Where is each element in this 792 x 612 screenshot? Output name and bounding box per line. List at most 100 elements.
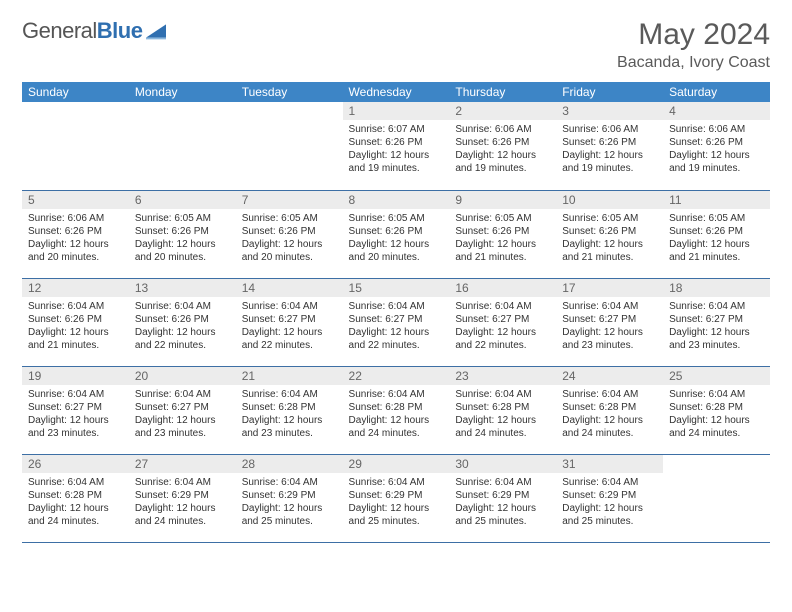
sunset-value: 6:27 PM: [172, 402, 209, 413]
calendar-cell: [22, 102, 129, 190]
sunset-label: Sunset:: [562, 137, 596, 148]
daylight-label: Daylight:: [562, 415, 601, 426]
sunrise-value: 6:04 AM: [174, 301, 211, 312]
sunset-line: Sunset: 6:27 PM: [562, 313, 657, 326]
daylight-label: Daylight:: [455, 239, 494, 250]
sunrise-value: 6:06 AM: [495, 124, 532, 135]
sunset-label: Sunset:: [562, 314, 596, 325]
weekday-header: Monday: [129, 82, 236, 102]
calendar-cell: 16Sunrise: 6:04 AMSunset: 6:27 PMDayligh…: [449, 278, 556, 366]
sunset-value: 6:26 PM: [278, 226, 315, 237]
sunset-line: Sunset: 6:26 PM: [242, 225, 337, 238]
daylight-line: Daylight: 12 hours and 20 minutes.: [135, 238, 230, 264]
daylight-label: Daylight:: [455, 327, 494, 338]
daylight-label: Daylight:: [135, 503, 174, 514]
sunset-line: Sunset: 6:27 PM: [455, 313, 550, 326]
day-data: Sunrise: 6:05 AMSunset: 6:26 PMDaylight:…: [449, 209, 556, 268]
daylight-line: Daylight: 12 hours and 19 minutes.: [455, 149, 550, 175]
day-data: Sunrise: 6:07 AMSunset: 6:26 PMDaylight:…: [343, 120, 450, 179]
day-data: Sunrise: 6:04 AMSunset: 6:28 PMDaylight:…: [663, 385, 770, 444]
sunset-value: 6:27 PM: [492, 314, 529, 325]
sunset-label: Sunset:: [562, 226, 596, 237]
sunset-label: Sunset:: [669, 226, 703, 237]
sunrise-value: 6:04 AM: [388, 477, 425, 488]
sunrise-label: Sunrise:: [349, 124, 386, 135]
day-data: Sunrise: 6:04 AMSunset: 6:28 PMDaylight:…: [236, 385, 343, 444]
day-number: 11: [663, 191, 770, 209]
sunrise-line: Sunrise: 6:05 AM: [349, 212, 444, 225]
calendar-cell: 15Sunrise: 6:04 AMSunset: 6:27 PMDayligh…: [343, 278, 450, 366]
sunset-line: Sunset: 6:29 PM: [242, 489, 337, 502]
sunrise-line: Sunrise: 6:04 AM: [135, 300, 230, 313]
sunrise-value: 6:04 AM: [495, 477, 532, 488]
sunset-value: 6:26 PM: [65, 314, 102, 325]
sunrise-value: 6:05 AM: [281, 213, 318, 224]
sunset-label: Sunset:: [455, 490, 489, 501]
calendar-cell: 27Sunrise: 6:04 AMSunset: 6:29 PMDayligh…: [129, 454, 236, 542]
calendar-cell: 21Sunrise: 6:04 AMSunset: 6:28 PMDayligh…: [236, 366, 343, 454]
sunrise-value: 6:04 AM: [174, 389, 211, 400]
daylight-label: Daylight:: [135, 239, 174, 250]
calendar-cell: 2Sunrise: 6:06 AMSunset: 6:26 PMDaylight…: [449, 102, 556, 190]
sunrise-line: Sunrise: 6:07 AM: [349, 123, 444, 136]
day-number: 24: [556, 367, 663, 385]
sunset-value: 6:29 PM: [385, 490, 422, 501]
sunrise-value: 6:04 AM: [602, 389, 639, 400]
sunset-value: 6:27 PM: [65, 402, 102, 413]
calendar-cell: 25Sunrise: 6:04 AMSunset: 6:28 PMDayligh…: [663, 366, 770, 454]
sunrise-label: Sunrise:: [562, 301, 599, 312]
sunset-value: 6:29 PM: [492, 490, 529, 501]
sunrise-label: Sunrise:: [455, 213, 492, 224]
sunset-label: Sunset:: [242, 402, 276, 413]
sunset-label: Sunset:: [28, 226, 62, 237]
daylight-label: Daylight:: [242, 327, 281, 338]
sunset-label: Sunset:: [669, 137, 703, 148]
day-data: Sunrise: 6:04 AMSunset: 6:27 PMDaylight:…: [129, 385, 236, 444]
sunset-line: Sunset: 6:27 PM: [242, 313, 337, 326]
sunset-line: Sunset: 6:29 PM: [455, 489, 550, 502]
calendar-cell: 30Sunrise: 6:04 AMSunset: 6:29 PMDayligh…: [449, 454, 556, 542]
sunrise-label: Sunrise:: [28, 477, 65, 488]
sunset-label: Sunset:: [135, 490, 169, 501]
sunrise-label: Sunrise:: [135, 213, 172, 224]
sunset-label: Sunset:: [455, 314, 489, 325]
day-number: 28: [236, 455, 343, 473]
sunset-value: 6:27 PM: [385, 314, 422, 325]
sunrise-label: Sunrise:: [349, 301, 386, 312]
day-number: 29: [343, 455, 450, 473]
sunrise-value: 6:06 AM: [709, 124, 746, 135]
daylight-line: Daylight: 12 hours and 21 minutes.: [28, 326, 123, 352]
sunrise-line: Sunrise: 6:05 AM: [455, 212, 550, 225]
sunrise-value: 6:04 AM: [174, 477, 211, 488]
sunrise-label: Sunrise:: [669, 124, 706, 135]
sunset-line: Sunset: 6:29 PM: [562, 489, 657, 502]
daylight-line: Daylight: 12 hours and 24 minutes.: [669, 414, 764, 440]
sunrise-label: Sunrise:: [349, 213, 386, 224]
daylight-label: Daylight:: [349, 327, 388, 338]
day-data: Sunrise: 6:04 AMSunset: 6:27 PMDaylight:…: [236, 297, 343, 356]
day-data: Sunrise: 6:04 AMSunset: 6:28 PMDaylight:…: [449, 385, 556, 444]
sunrise-value: 6:05 AM: [388, 213, 425, 224]
calendar-cell: 18Sunrise: 6:04 AMSunset: 6:27 PMDayligh…: [663, 278, 770, 366]
sunset-label: Sunset:: [349, 402, 383, 413]
sunset-line: Sunset: 6:27 PM: [669, 313, 764, 326]
daylight-label: Daylight:: [242, 239, 281, 250]
sunrise-label: Sunrise:: [135, 477, 172, 488]
sunrise-line: Sunrise: 6:06 AM: [28, 212, 123, 225]
calendar-cell: 19Sunrise: 6:04 AMSunset: 6:27 PMDayligh…: [22, 366, 129, 454]
daylight-label: Daylight:: [242, 415, 281, 426]
day-number: 22: [343, 367, 450, 385]
weekday-header: Friday: [556, 82, 663, 102]
sunrise-value: 6:04 AM: [281, 477, 318, 488]
sunset-value: 6:27 PM: [278, 314, 315, 325]
calendar-cell: 4Sunrise: 6:06 AMSunset: 6:26 PMDaylight…: [663, 102, 770, 190]
day-data: Sunrise: 6:04 AMSunset: 6:28 PMDaylight:…: [343, 385, 450, 444]
calendar-week: 1Sunrise: 6:07 AMSunset: 6:26 PMDaylight…: [22, 102, 770, 190]
sunrise-value: 6:05 AM: [174, 213, 211, 224]
sunrise-value: 6:04 AM: [67, 301, 104, 312]
sunrise-line: Sunrise: 6:04 AM: [455, 300, 550, 313]
sunrise-label: Sunrise:: [455, 301, 492, 312]
day-data: Sunrise: 6:06 AMSunset: 6:26 PMDaylight:…: [22, 209, 129, 268]
sunset-value: 6:26 PM: [172, 226, 209, 237]
calendar-cell: [236, 102, 343, 190]
